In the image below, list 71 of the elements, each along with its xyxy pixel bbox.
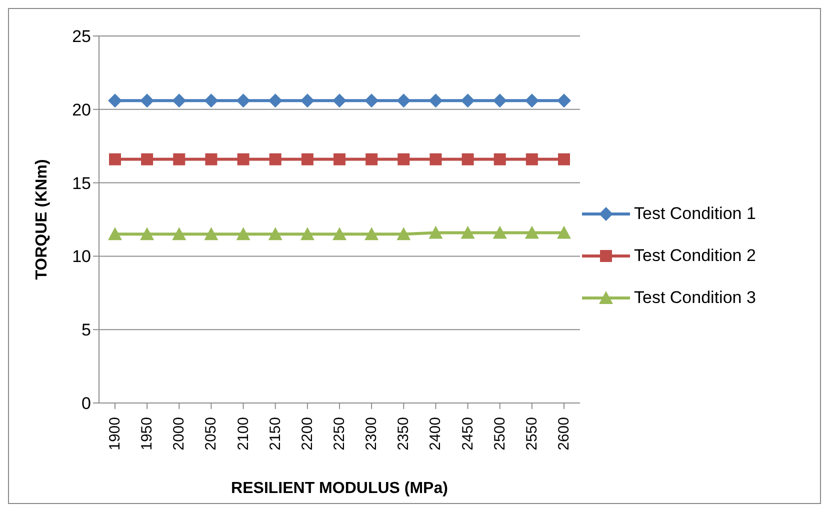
point (364, 227, 379, 240)
point (332, 227, 346, 240)
point (492, 226, 507, 239)
point (428, 94, 443, 108)
point (557, 94, 571, 108)
point (334, 153, 346, 166)
point (268, 227, 282, 240)
x-tick-label: 2400 (427, 417, 444, 450)
point (300, 94, 314, 108)
x-tick-label: 2550 (523, 417, 540, 450)
x-tick-label: 2500 (491, 417, 508, 450)
point (300, 227, 314, 240)
point (558, 153, 570, 166)
x-tick-label: 2250 (331, 417, 348, 450)
point (141, 153, 154, 166)
x-tick-label: 2600 (556, 417, 572, 450)
point (140, 227, 154, 240)
point (492, 94, 507, 108)
x-tick-label: 2450 (459, 417, 476, 450)
point (462, 153, 474, 166)
y-axis-title: TORQUE (KNm) (34, 159, 51, 280)
x-axis-title: RESILIENT MODULUS (MPa) (231, 480, 448, 497)
y-tick-label: 25 (72, 27, 91, 46)
point (366, 153, 378, 166)
point (524, 226, 539, 239)
point (364, 94, 379, 108)
x-tick-label: 1900 (106, 417, 124, 450)
point (494, 153, 506, 166)
point (140, 94, 154, 108)
point (172, 94, 186, 108)
legend-label: Test Condition 1 (634, 204, 756, 224)
point (430, 153, 442, 166)
point (460, 226, 475, 239)
point (396, 94, 411, 108)
x-tick-label: 2350 (395, 417, 412, 450)
x-tick-label: 2050 (202, 417, 220, 450)
point (398, 153, 410, 166)
point (269, 153, 282, 166)
y-tick-label: 10 (72, 247, 91, 266)
x-tick-label: 2300 (363, 417, 380, 450)
legend-label: Test Condition 3 (634, 288, 756, 308)
point (428, 226, 443, 239)
x-tick-label: 2100 (234, 417, 252, 450)
point (332, 94, 346, 108)
point (396, 227, 411, 240)
point (236, 94, 250, 108)
point (460, 94, 475, 108)
point (108, 227, 122, 240)
point (526, 153, 538, 166)
legend-label: Test Condition 2 (634, 246, 756, 266)
point (204, 227, 218, 240)
point (268, 94, 282, 108)
y-tick-label: 15 (72, 174, 91, 193)
point (108, 94, 122, 108)
y-tick-label: 0 (82, 394, 91, 414)
point (524, 94, 539, 108)
point (237, 153, 250, 166)
point (557, 226, 571, 239)
point (172, 227, 186, 240)
x-tick-label: 2150 (266, 417, 284, 450)
point (205, 153, 218, 166)
point (204, 94, 218, 108)
point (109, 153, 121, 166)
point (301, 153, 314, 166)
point (173, 153, 186, 166)
y-tick-label: 20 (72, 100, 91, 120)
x-tick-label: 1950 (138, 417, 156, 450)
x-tick-label: 2000 (170, 417, 188, 450)
y-tick-label: 5 (82, 320, 91, 340)
point (236, 227, 250, 240)
x-tick-label: 2200 (298, 417, 316, 450)
